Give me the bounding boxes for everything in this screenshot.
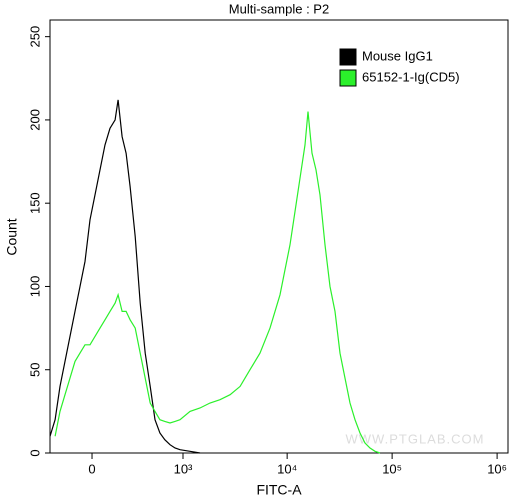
y-tick-label: 200 <box>27 109 42 131</box>
y-tick-label: 50 <box>27 362 42 376</box>
legend-swatch <box>339 69 357 87</box>
chart-title: Multi-sample : P2 <box>229 1 329 16</box>
y-axis-label: Count <box>4 218 20 255</box>
series-line <box>54 111 381 454</box>
y-tick-label: 150 <box>27 192 42 214</box>
plot-frame <box>49 19 509 454</box>
x-axis-label: FITC-A <box>256 482 302 498</box>
legend-swatch <box>339 48 357 66</box>
x-tick-label: 10⁵ <box>382 461 402 476</box>
watermark: WWW.PTGLAB.COM <box>346 431 485 446</box>
y-tick-label: 0 <box>27 449 42 456</box>
legend-label: Mouse IgG1 <box>362 48 433 63</box>
legend-label: 65152-1-Ig(CD5) <box>362 69 460 84</box>
y-tick-label: 250 <box>27 26 42 48</box>
y-tick-label: 100 <box>27 276 42 298</box>
series-line <box>49 99 201 454</box>
x-tick-label: 10³ <box>174 461 193 476</box>
x-tick-label: 10⁶ <box>487 461 507 476</box>
x-tick-label: 0 <box>88 461 95 476</box>
x-tick-label: 10⁴ <box>277 461 297 476</box>
